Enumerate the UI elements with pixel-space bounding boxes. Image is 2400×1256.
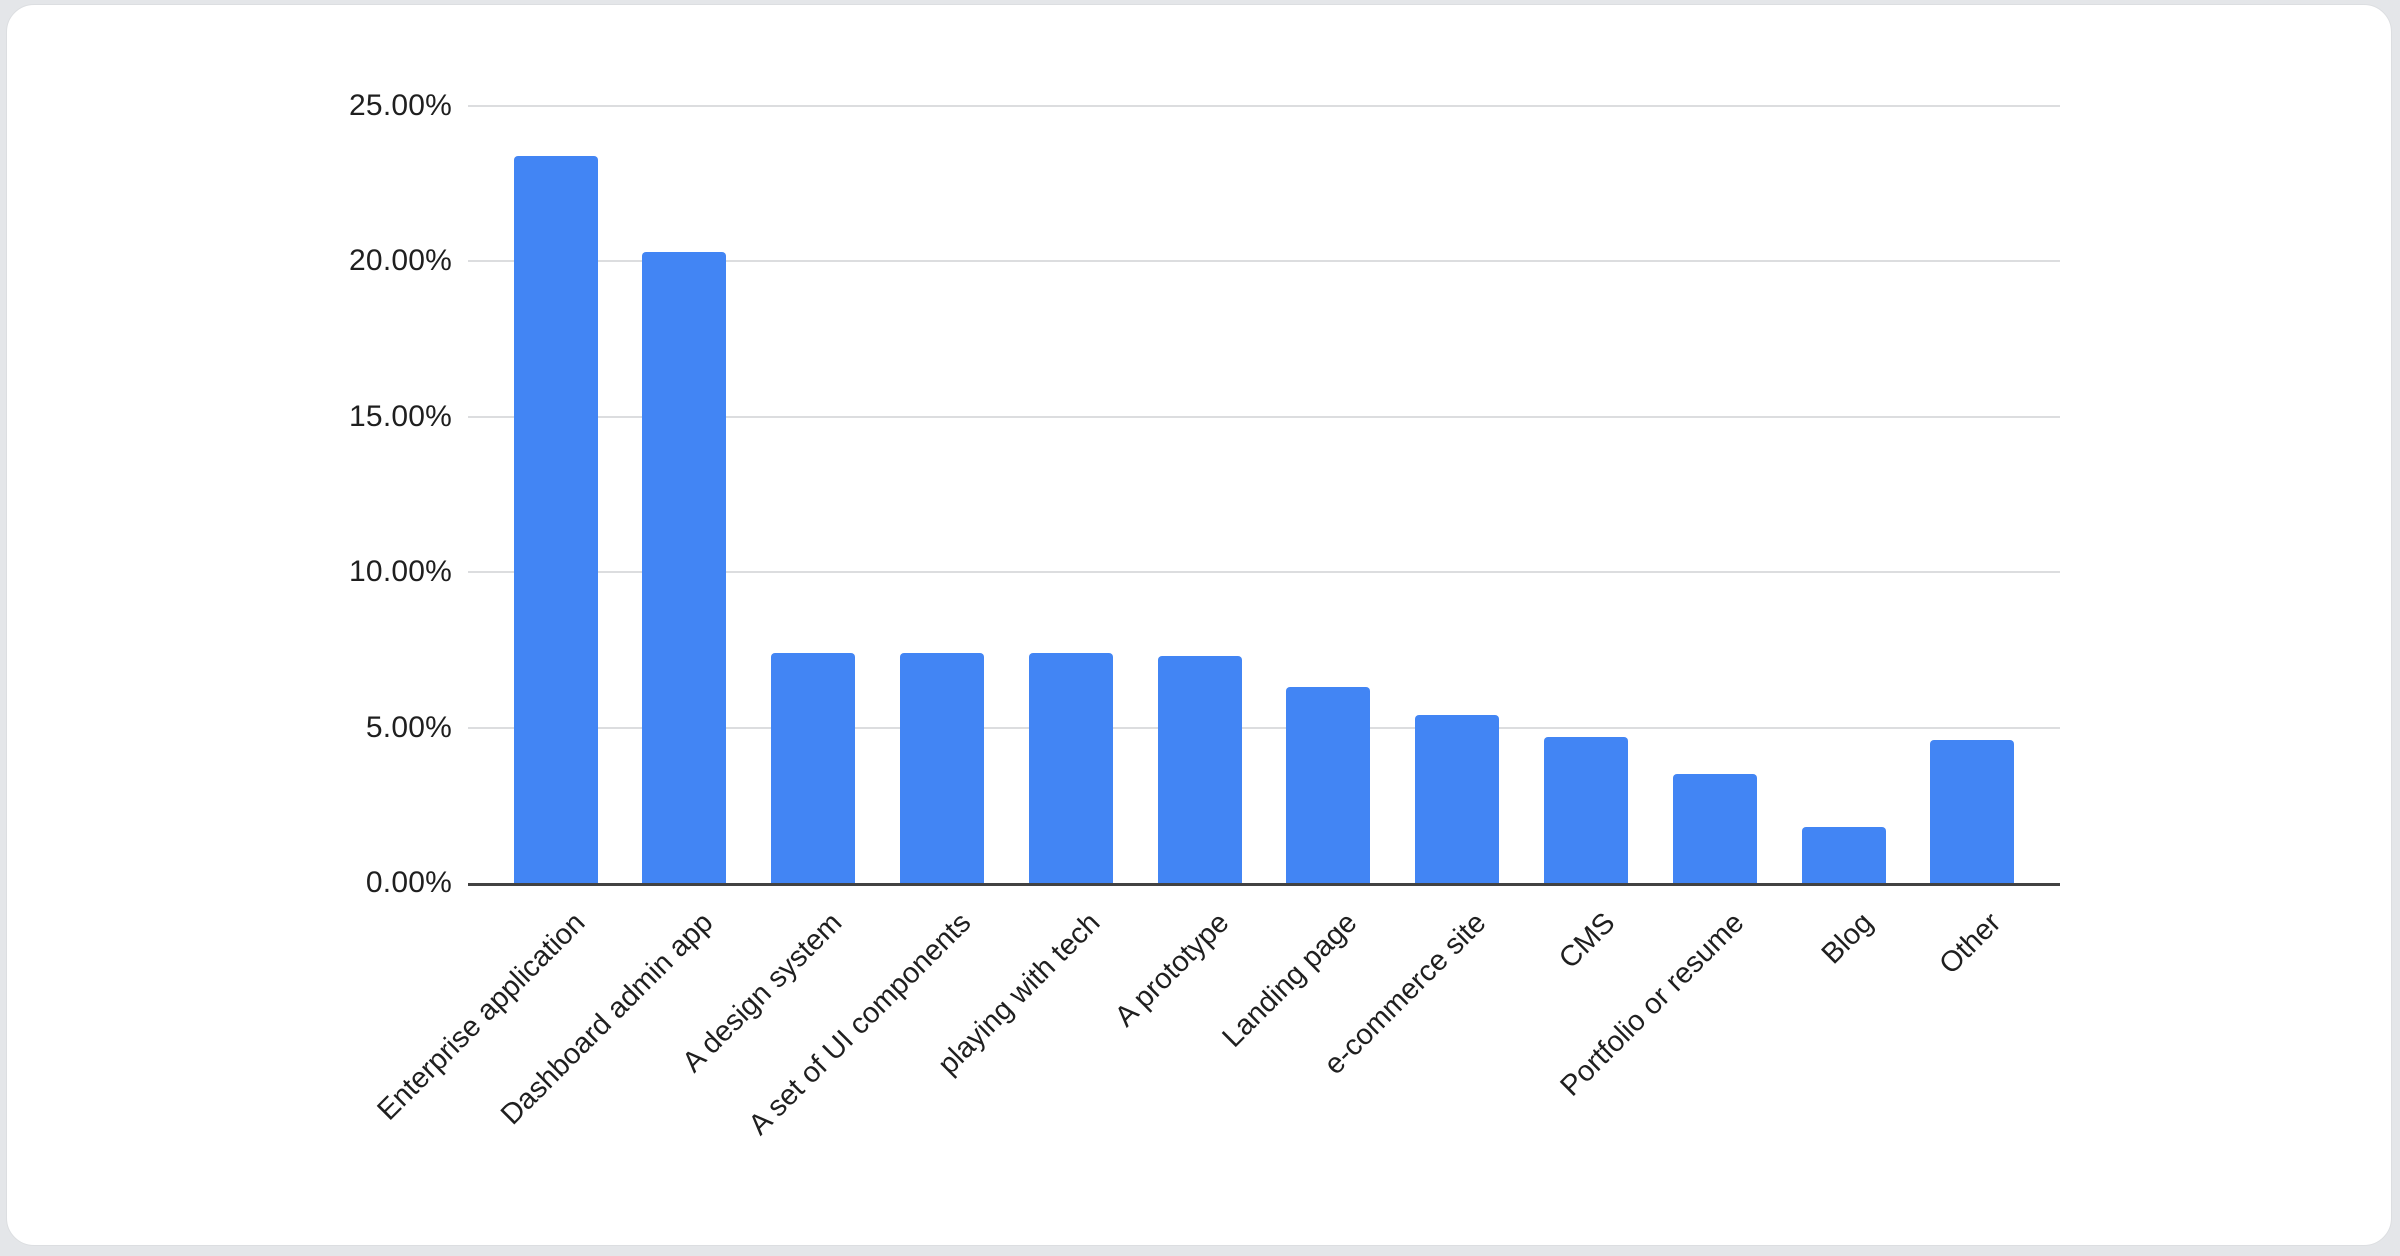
bar-a-design-system [771,653,856,883]
y-axis-tick-label: 0.00% [365,866,452,899]
y-axis-tick-label: 15.00% [349,399,452,433]
gridline [468,415,2060,418]
y-axis-tick-label: 5.00% [365,710,452,744]
bar-playing-with-tech [1028,653,1113,883]
y-axis-tick-label: 10.00% [349,555,452,589]
gridline [468,571,2060,574]
bar-cms [1544,736,1628,883]
bar-a-set-of-ui-components [900,653,984,883]
bar-portfolio-or-resume [1672,774,1757,883]
bar-enterprise-application [513,155,598,883]
gridline [468,260,2060,263]
bar-landing-page [1286,687,1371,883]
bar-dashboard-admin-app [642,252,727,883]
bar-blog [1801,827,1886,883]
gridline [468,726,2060,729]
x-axis-baseline [468,883,2060,886]
y-axis-tick-label: 25.00% [349,89,452,122]
gridline [468,105,2060,107]
bar-other [1930,740,2015,883]
bar-a-prototype [1157,656,1242,883]
bar-e-commerce-site [1415,715,1500,883]
chart-card [6,4,2392,1246]
y-axis-tick-label: 20.00% [349,244,452,278]
